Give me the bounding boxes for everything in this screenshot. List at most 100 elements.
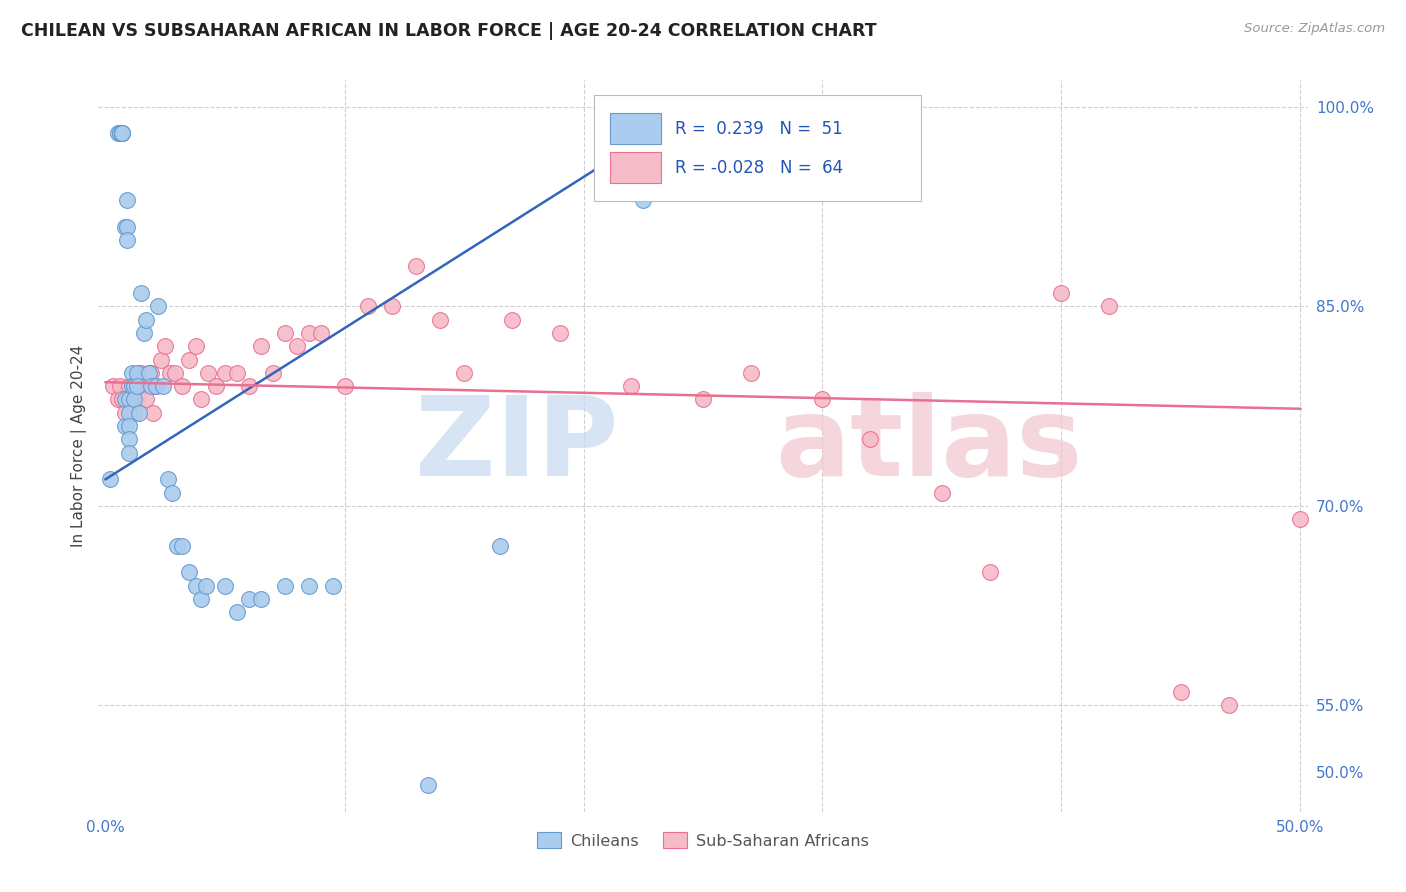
Point [298, 579, 321, 593]
Point [146, 299, 169, 313]
Point [135, 312, 157, 326]
Point [128, 406, 150, 420]
Point [98, 472, 121, 486]
Point [118, 379, 141, 393]
Point [489, 539, 512, 553]
Text: CHILEAN VS SUBSAHARAN AFRICAN IN LABOR FORCE | AGE 20-24 CORRELATION CHART: CHILEAN VS SUBSAHARAN AFRICAN IN LABOR F… [21, 22, 877, 40]
Point [931, 485, 953, 500]
FancyBboxPatch shape [610, 152, 661, 183]
FancyBboxPatch shape [595, 95, 921, 201]
Point [226, 605, 249, 619]
Point [108, 379, 131, 393]
Point [159, 366, 181, 380]
Point [114, 419, 136, 434]
Point [122, 379, 145, 393]
Point [548, 326, 571, 340]
Point [250, 339, 273, 353]
Point [190, 591, 212, 606]
Point [429, 312, 451, 326]
Point [118, 445, 141, 459]
Point [115, 233, 138, 247]
Point [1218, 698, 1240, 713]
Point [194, 579, 217, 593]
Point [285, 339, 308, 353]
Point [101, 379, 124, 393]
Point [501, 312, 523, 326]
Point [111, 392, 134, 407]
Point [115, 392, 138, 407]
Point [238, 591, 260, 606]
Point [152, 379, 174, 393]
Point [139, 366, 162, 380]
Point [138, 366, 160, 380]
Point [118, 392, 141, 407]
Point [226, 366, 249, 380]
Point [740, 366, 762, 380]
Point [859, 433, 882, 447]
Point [142, 406, 165, 420]
Point [250, 591, 273, 606]
Point [692, 392, 714, 407]
Point [162, 485, 184, 500]
Point [186, 339, 208, 353]
Point [149, 352, 172, 367]
Point [111, 127, 134, 141]
Point [333, 379, 356, 393]
Point [197, 366, 219, 380]
Point [118, 419, 141, 434]
Point [170, 379, 193, 393]
Point [125, 379, 148, 393]
Point [274, 326, 297, 340]
Point [190, 392, 212, 407]
Text: R = -0.028   N =  64: R = -0.028 N = 64 [675, 159, 844, 177]
Point [131, 286, 153, 301]
Point [262, 366, 284, 380]
Point [115, 193, 138, 207]
Point [418, 778, 440, 792]
Text: ZIP: ZIP [415, 392, 619, 500]
Point [125, 366, 148, 380]
Point [179, 352, 201, 367]
Text: atlas: atlas [776, 392, 1083, 500]
Point [122, 406, 145, 420]
Legend: Chileans, Sub-Saharan Africans: Chileans, Sub-Saharan Africans [530, 826, 876, 855]
Text: Source: ZipAtlas.com: Source: ZipAtlas.com [1244, 22, 1385, 36]
Point [138, 366, 160, 380]
Point [620, 379, 643, 393]
Point [132, 326, 155, 340]
FancyBboxPatch shape [610, 113, 661, 144]
Point [125, 392, 148, 407]
Point [1050, 286, 1073, 301]
Point [186, 579, 208, 593]
Point [121, 366, 143, 380]
Y-axis label: In Labor Force | Age 20-24: In Labor Force | Age 20-24 [72, 345, 87, 547]
Point [1170, 685, 1192, 699]
Point [156, 472, 179, 486]
Point [357, 299, 380, 313]
Point [1289, 512, 1312, 526]
Point [122, 392, 145, 407]
Point [633, 193, 655, 207]
Point [121, 379, 143, 393]
Point [118, 406, 141, 420]
Point [108, 127, 131, 141]
Point [118, 433, 141, 447]
Point [132, 379, 155, 393]
Point [107, 392, 129, 407]
Point [111, 127, 134, 141]
Point [111, 127, 134, 141]
Point [274, 579, 297, 593]
Point [1098, 299, 1121, 313]
Point [135, 392, 157, 407]
Point [811, 392, 834, 407]
Point [108, 127, 131, 141]
Point [155, 339, 177, 353]
Point [121, 392, 143, 407]
Point [979, 566, 1001, 580]
Point [214, 579, 236, 593]
Point [131, 366, 153, 380]
Point [238, 379, 260, 393]
Point [405, 260, 427, 274]
Point [322, 579, 344, 593]
Point [179, 566, 201, 580]
